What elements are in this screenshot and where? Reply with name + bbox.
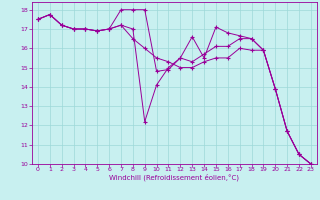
X-axis label: Windchill (Refroidissement éolien,°C): Windchill (Refroidissement éolien,°C) (109, 174, 239, 181)
